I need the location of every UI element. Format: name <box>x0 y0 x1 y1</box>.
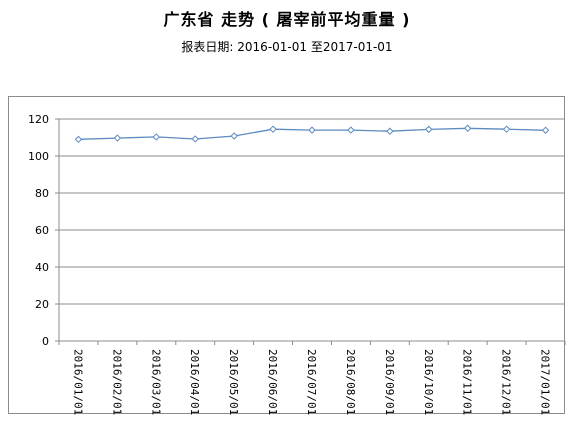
y-tick-label: 20 <box>35 298 49 311</box>
x-tick-label: 2016/08/01 <box>344 349 357 415</box>
x-tick-label: 2016/01/01 <box>71 349 84 415</box>
data-point-marker <box>308 126 316 134</box>
data-point-marker <box>152 133 161 141</box>
x-tick-label: 2016/07/01 <box>305 349 318 415</box>
x-tick-label: 2016/05/01 <box>227 349 240 415</box>
x-tick-label: 2016/03/01 <box>149 349 162 415</box>
x-tick-label: 2016/09/01 <box>383 349 396 415</box>
x-tick-label: 2016/10/01 <box>422 349 435 415</box>
report-date-subtitle: 报表日期: 2016-01-01 至2017-01-01 <box>181 40 393 54</box>
x-tick-label: 2017/01/01 <box>539 349 552 415</box>
data-point-marker <box>541 126 550 134</box>
data-point-marker <box>425 125 433 134</box>
data-point-marker <box>191 135 199 143</box>
y-tick-label: 120 <box>28 113 49 126</box>
y-tick-label: 80 <box>35 187 49 200</box>
y-tick-label: 100 <box>28 150 49 163</box>
y-tick-label: 0 <box>42 335 49 348</box>
x-tick-label: 2016/11/01 <box>461 349 474 415</box>
data-point-marker <box>269 125 277 133</box>
x-tick-label: 2016/04/01 <box>188 349 201 415</box>
tick-labels: 0 20 40 60 80 100 120 2016/01/01 2016/02/01 2016/… <box>28 113 552 415</box>
x-tick-label: 2016/06/01 <box>266 349 279 415</box>
chart-frame <box>8 96 565 414</box>
data-point-marker <box>463 124 472 132</box>
data-point-marker <box>502 125 511 133</box>
data-point-marker <box>230 132 238 140</box>
data-point-marker <box>74 135 83 144</box>
x-tick-label: 2016/02/01 <box>110 349 123 415</box>
data-point-marker <box>347 126 355 134</box>
series-line <box>74 124 550 144</box>
chart-title: 广东省 走势 ( 屠宰前平均重量 ) <box>163 10 411 29</box>
data-point-marker <box>386 127 394 135</box>
y-tick-label: 60 <box>35 224 49 237</box>
axes <box>55 118 566 345</box>
x-tick-label: 2016/12/01 <box>500 349 513 415</box>
data-point-marker <box>113 134 122 142</box>
gridlines <box>59 118 565 305</box>
y-tick-label: 40 <box>35 261 49 274</box>
